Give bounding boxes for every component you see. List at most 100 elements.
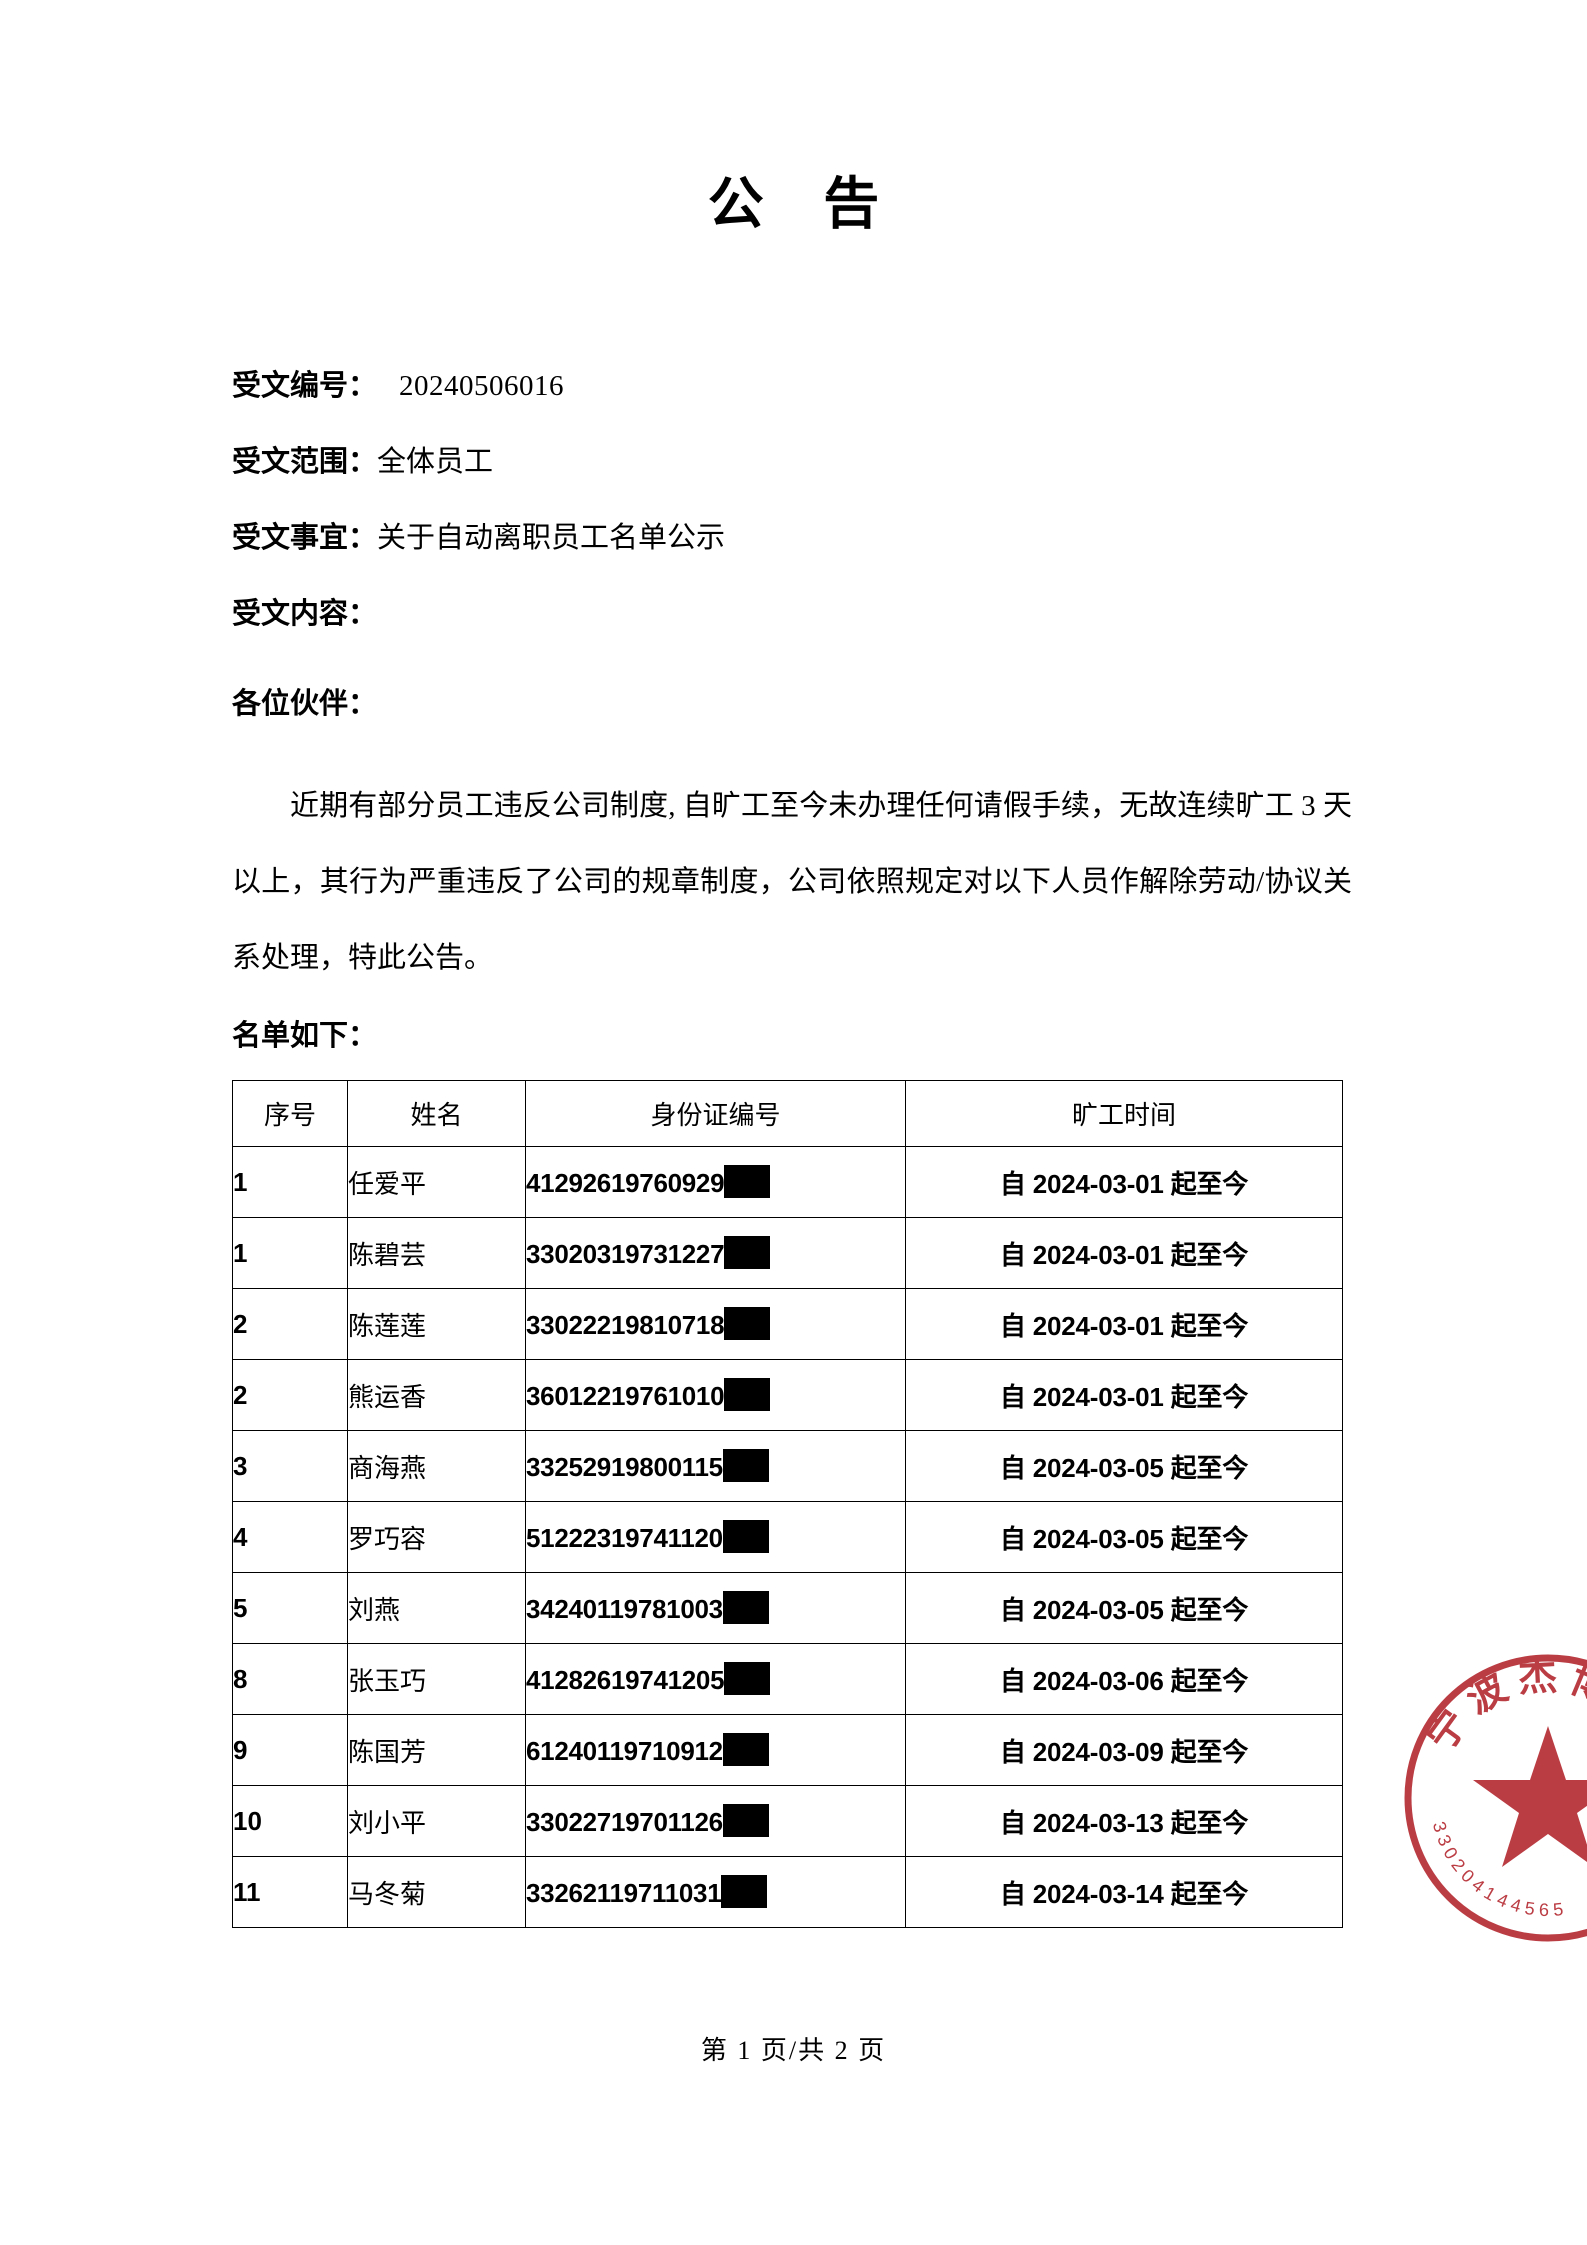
cell-index: 1 [232,1217,348,1289]
cell-id-number: 33020319731227 [525,1217,906,1289]
meta-row-subject: 受文事宜：关于自动离职员工名单公示 [232,500,1362,576]
redaction-bar [722,1591,769,1624]
redaction-bar [724,1378,771,1411]
table-row: 8 张玉巧 41282619741205 自 2024-03-06 起至今 [232,1643,1343,1715]
roster-table-wrapper: 序号 姓名 身份证编号 旷工时间 1 任爱平 41292619760929 自 202… [232,1080,1343,1928]
cell-index: 9 [232,1714,348,1786]
cell-id-number: 33262119711031 [525,1856,906,1928]
meta-label-number: 受文编号： [232,370,378,402]
redaction-bar [722,1804,769,1837]
cell-name: 陈莲莲 [347,1288,526,1360]
cell-index: 2 [232,1288,348,1360]
cell-name: 熊运香 [347,1359,526,1431]
cell-name: 陈国芳 [347,1714,526,1786]
body-paragraph: 近期有部分员工违反公司制度, 自旷工至今未办理任何请假手续，无故连续旷工 3 天… [232,790,1352,974]
table-row: 5 刘燕 34240119781003 自 2024-03-05 起至今 [232,1572,1343,1644]
table-row: 1 陈碧芸 33020319731227 自 2024-03-01 起至今 [232,1217,1343,1289]
cell-id-number: 33022219810718 [525,1288,906,1360]
cell-id-number: 61240119710912 [525,1714,906,1786]
column-header-date: 旷工时间 [905,1080,1343,1147]
redaction-bar [724,1165,771,1198]
meta-value-scope: 全体员工 [377,446,494,478]
cell-name: 任爱平 [347,1146,526,1218]
list-intro: 名单如下： [232,1020,378,1052]
cell-id-number: 41292619760929 [525,1146,906,1218]
cell-name: 陈碧芸 [347,1217,526,1289]
svg-text:330204144565: 330204144565 [1429,1819,1569,1920]
redaction-bar [724,1662,771,1695]
redaction-bar [722,1520,769,1553]
column-header-index: 序号 [232,1080,348,1147]
id-number-text: 33262119711031 [526,1878,722,1908]
cell-date: 自 2024-03-01 起至今 [905,1146,1343,1218]
cell-date: 自 2024-03-13 起至今 [905,1785,1343,1857]
column-header-name: 姓名 [347,1080,526,1147]
cell-name: 刘小平 [347,1785,526,1857]
cell-index: 11 [232,1856,348,1928]
cell-index: 10 [232,1785,348,1857]
cell-name: 商海燕 [347,1430,526,1502]
table-row: 4 罗巧容 51222319741120 自 2024-03-05 起至今 [232,1501,1343,1573]
meta-label-scope: 受文范围： [232,446,378,478]
cell-index: 5 [232,1572,348,1644]
table-row: 1 任爱平 41292619760929 自 2024-03-01 起至今 [232,1146,1343,1218]
table-row: 10 刘小平 33022719701126 自 2024-03-13 起至今 [232,1785,1343,1857]
redaction-bar [724,1236,771,1269]
roster-table-body: 1 任爱平 41292619760929 自 2024-03-01 起至今 1 陈碧芸 33… [232,1146,1343,1928]
cell-id-number: 41282619741205 [525,1643,906,1715]
id-number-text: 61240119710912 [526,1736,723,1766]
id-number-text: 33252919800115 [526,1452,723,1482]
cell-index: 8 [232,1643,348,1715]
cell-id-number: 34240119781003 [525,1572,906,1644]
meta-row-number: 受文编号： 20240506016 [232,348,1362,424]
salutation: 各位伙伴： [232,688,378,720]
meta-row-content: 受文内容： [232,576,1362,652]
cell-name: 刘燕 [347,1572,526,1644]
column-header-id: 身份证编号 [525,1080,906,1147]
meta-value-number: 20240506016 [399,370,565,402]
id-number-text: 33022719701126 [526,1807,723,1837]
id-number-text: 51222319741120 [526,1523,723,1553]
id-number-text: 36012219761010 [526,1381,725,1411]
redaction-bar [724,1307,771,1340]
cell-date: 自 2024-03-01 起至今 [905,1359,1343,1431]
cell-date: 自 2024-03-05 起至今 [905,1430,1343,1502]
table-row: 9 陈国芳 61240119710912 自 2024-03-09 起至今 [232,1714,1343,1786]
table-row: 11 马冬菊 33262119711031 自 2024-03-14 起至今 [232,1856,1343,1928]
redaction-bar [722,1733,769,1766]
meta-value-subject: 关于自动离职员工名单公示 [377,522,726,554]
cell-date: 自 2024-03-09 起至今 [905,1714,1343,1786]
redaction-bar [721,1875,768,1908]
table-header-row: 序号 姓名 身份证编号 旷工时间 [232,1080,1343,1147]
id-number-text: 33020319731227 [526,1239,725,1269]
cell-date: 自 2024-03-14 起至今 [905,1856,1343,1928]
cell-name: 罗巧容 [347,1501,526,1573]
cell-id-number: 51222319741120 [525,1501,906,1573]
cell-index: 1 [232,1146,348,1218]
id-number-text: 41292619760929 [526,1168,725,1198]
cell-id-number: 33252919800115 [525,1430,906,1502]
redaction-bar [722,1449,769,1482]
cell-date: 自 2024-03-06 起至今 [905,1643,1343,1715]
table-row: 2 陈莲莲 33022219810718 自 2024-03-01 起至今 [232,1288,1343,1360]
id-number-text: 34240119781003 [526,1594,723,1624]
cell-index: 4 [232,1501,348,1573]
company-seal-icon: 宁波杰博 330204144565 [1404,1654,1587,1942]
meta-label-subject: 受文事宜： [232,522,378,554]
cell-id-number: 36012219761010 [525,1359,906,1431]
page-title: 公 告 [707,172,902,235]
roster-table: 序号 姓名 身份证编号 旷工时间 1 任爱平 41292619760929 自 202… [232,1080,1343,1928]
cell-date: 自 2024-03-05 起至今 [905,1501,1343,1573]
table-row: 2 熊运香 36012219761010 自 2024-03-01 起至今 [232,1359,1343,1431]
id-number-text: 33022219810718 [526,1310,725,1340]
meta-row-scope: 受文范围：全体员工 [232,424,1362,500]
cell-date: 自 2024-03-01 起至今 [905,1217,1343,1289]
page-footer: 第 1 页/共 2 页 [700,2036,887,2065]
cell-name: 张玉巧 [347,1643,526,1715]
cell-name: 马冬菊 [347,1856,526,1928]
document-meta: 受文编号： 20240506016 受文范围：全体员工 受文事宜：关于自动离职员工… [232,348,1362,652]
svg-text:宁波杰博: 宁波杰博 [1419,1655,1587,1759]
cell-date: 自 2024-03-05 起至今 [905,1572,1343,1644]
cell-id-number: 33022719701126 [525,1785,906,1857]
